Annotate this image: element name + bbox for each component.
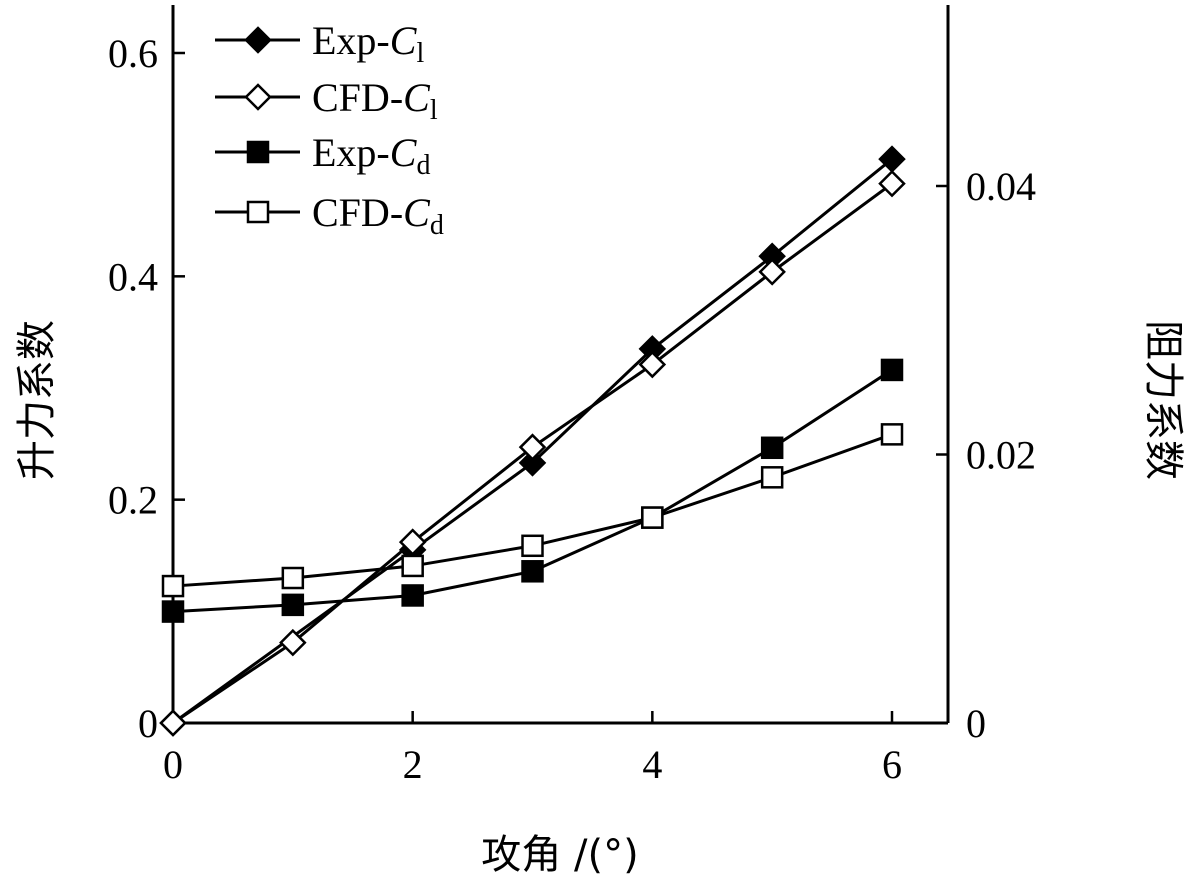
legend-label: Exp-Cl bbox=[312, 18, 424, 69]
y-right-tick-label: 0.04 bbox=[966, 164, 1036, 209]
data-point bbox=[758, 258, 786, 286]
legend-label: CFD-Cl bbox=[312, 75, 438, 126]
y-right-tick-label: 0 bbox=[966, 701, 986, 746]
legend-item: CFD-Cd bbox=[215, 190, 444, 241]
legend-item: Exp-Cd bbox=[215, 130, 430, 181]
data-point bbox=[760, 436, 784, 460]
series-Exp-Cd bbox=[161, 358, 904, 623]
data-point bbox=[279, 628, 307, 657]
series-CFD-Cd bbox=[161, 423, 904, 598]
legend-item: Exp-Cl bbox=[215, 18, 424, 69]
legend-label: Exp-Cd bbox=[312, 130, 430, 181]
data-point bbox=[401, 584, 424, 607]
y-left-tick-label: 0.2 bbox=[108, 478, 158, 523]
data-point bbox=[281, 593, 305, 617]
data-point bbox=[521, 534, 544, 558]
data-point bbox=[518, 433, 547, 461]
data-point bbox=[159, 709, 187, 737]
x-axis-title: 攻角 /(°) bbox=[481, 832, 638, 878]
data-point bbox=[518, 449, 547, 477]
y-right-tick-label: 0.02 bbox=[966, 433, 1036, 478]
data-point bbox=[521, 560, 544, 583]
data-point bbox=[398, 528, 427, 556]
legend-item: CFD-Cl bbox=[215, 75, 438, 126]
x-tick-label: 4 bbox=[642, 742, 662, 787]
data-point bbox=[641, 506, 664, 529]
y-left-tick-label: 0.4 bbox=[108, 254, 158, 299]
data-point bbox=[878, 169, 906, 198]
data-point bbox=[760, 466, 784, 489]
y-left-tick-label: 0.6 bbox=[108, 31, 158, 76]
data-point bbox=[246, 140, 270, 164]
data-point bbox=[161, 600, 185, 623]
y-right-axis-title: 阻力系数 bbox=[1140, 320, 1186, 480]
data-point bbox=[161, 574, 185, 598]
data-point bbox=[281, 566, 305, 590]
axes: 0 2 4 6 0 0.2 0.4 0.6 0 0.02 0.04 攻角 /(°) 升力系数 阻力系数 bbox=[14, 5, 1186, 878]
data-point bbox=[244, 83, 272, 111]
y-left-axis-title: 升力系数 bbox=[14, 320, 60, 480]
legend-label: CFD-Cd bbox=[312, 190, 444, 241]
data-point bbox=[244, 26, 272, 54]
data-point bbox=[246, 200, 270, 224]
data-point bbox=[880, 358, 904, 382]
data-point bbox=[401, 554, 424, 578]
series-layer bbox=[159, 145, 906, 737]
y-left-tick-label: 0 bbox=[138, 701, 158, 746]
x-tick-label: 0 bbox=[163, 742, 183, 787]
series-CFD-Cl bbox=[159, 169, 906, 737]
data-point bbox=[638, 350, 667, 379]
x-tick-label: 2 bbox=[403, 742, 423, 787]
data-point bbox=[880, 423, 904, 446]
x-tick-label: 6 bbox=[882, 742, 902, 787]
